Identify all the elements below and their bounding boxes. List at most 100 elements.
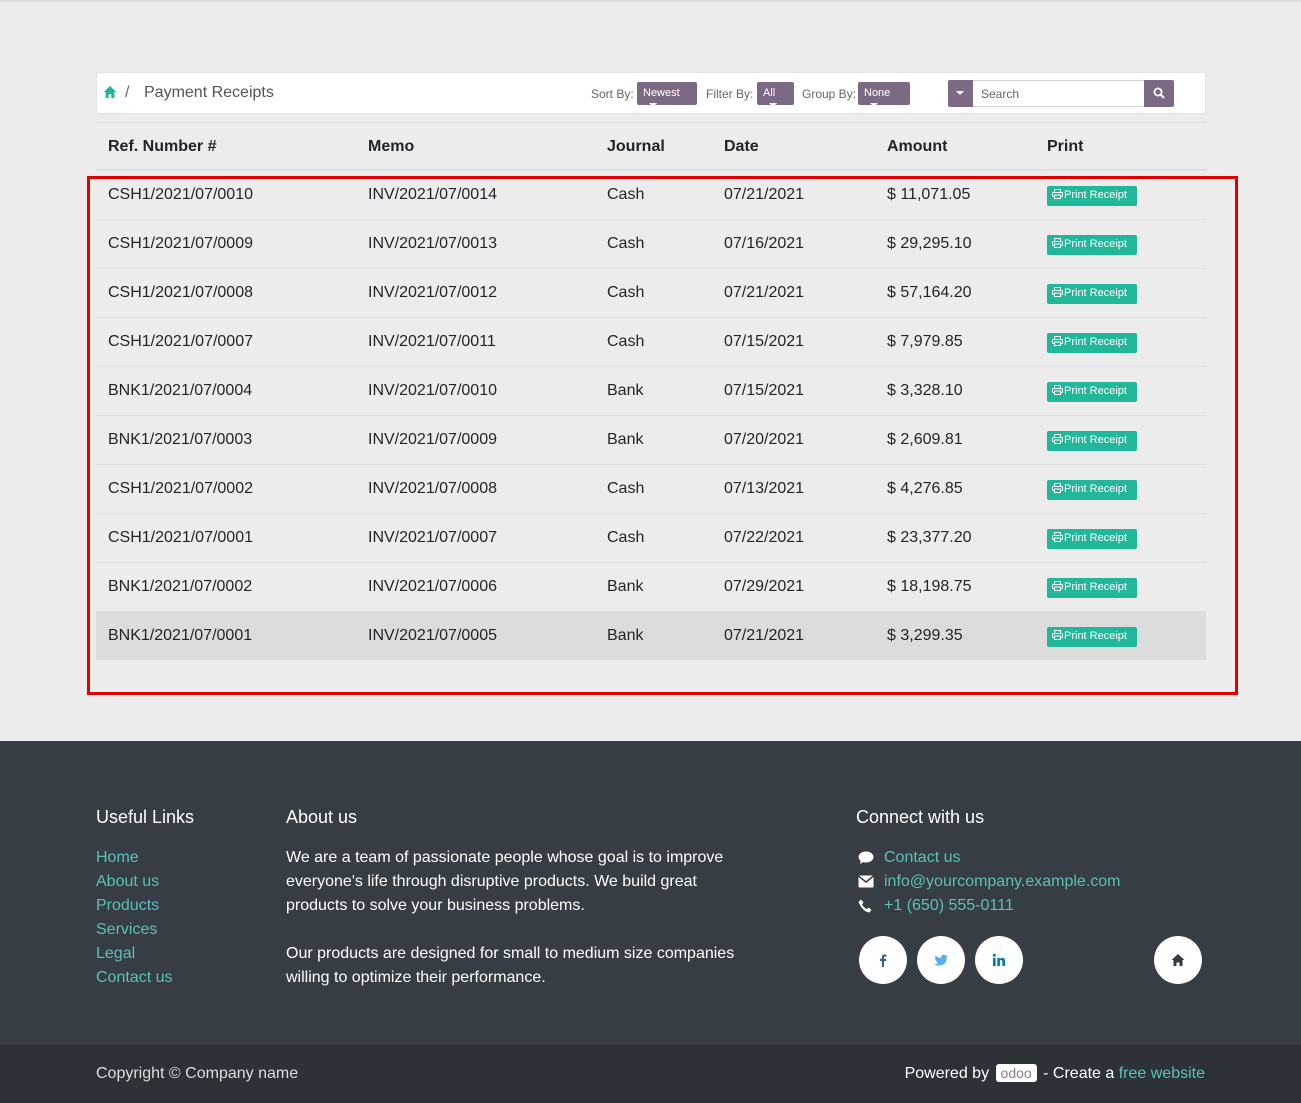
print-receipt-button[interactable]: Print Receipt (1047, 235, 1137, 255)
table-row[interactable]: CSH1/2021/07/0008 INV/2021/07/0012 Cash 07/… (96, 269, 1206, 318)
footer-link-services[interactable]: Services (96, 921, 158, 938)
print-receipt-label: Print Receipt (1064, 189, 1127, 201)
memo-cell: INV/2021/07/0012 (368, 284, 497, 301)
home-icon[interactable] (103, 85, 117, 99)
group-value: None (864, 87, 891, 99)
date-cell: 07/21/2021 (724, 284, 805, 301)
about-text: We are a team of passionate people whose… (286, 846, 736, 1014)
footer-link-legal[interactable]: Legal (96, 945, 136, 962)
table-row[interactable]: CSH1/2021/07/0009 INV/2021/07/0013 Cash 07/… (96, 220, 1206, 269)
copyright-bar: Copyright © Company name Powered by odoo… (0, 1045, 1301, 1103)
footer: Useful Links Home About us Products Serv… (0, 741, 1301, 1045)
table-row[interactable]: CSH1/2021/07/0007 INV/2021/07/0011 Cash 07/… (96, 318, 1206, 367)
twitter-button[interactable] (917, 936, 965, 984)
group-label: Group By: (802, 87, 857, 101)
filter-value: All (763, 87, 776, 99)
print-receipt-button[interactable]: Print Receipt (1047, 186, 1137, 206)
ref-number-cell[interactable]: BNK1/2021/07/0002 (108, 578, 253, 595)
amount-cell: $ 2,609.81 (887, 431, 963, 448)
print-receipt-label: Print Receipt (1064, 238, 1127, 250)
table-row[interactable]: CSH1/2021/07/0010 INV/2021/07/0014 Cash 07/… (96, 171, 1206, 220)
home-social-button[interactable] (1154, 936, 1202, 984)
table-row[interactable]: CSH1/2021/07/0002 INV/2021/07/0008 Cash 07/… (96, 465, 1206, 514)
powered-by-label: Powered by (904, 1065, 990, 1082)
memo-cell: INV/2021/07/0011 (368, 333, 496, 350)
twitter-icon (934, 954, 948, 966)
printer-icon (1052, 189, 1063, 199)
journal-cell: Cash (607, 529, 645, 546)
print-receipt-button[interactable]: Print Receipt (1047, 529, 1137, 549)
home-icon (1171, 954, 1185, 966)
print-receipt-button[interactable]: Print Receipt (1047, 578, 1137, 598)
ref-number-cell[interactable]: CSH1/2021/07/0010 (108, 186, 253, 203)
create-a-label: - Create a (1043, 1065, 1115, 1082)
useful-links-title: Useful Links (96, 807, 195, 827)
date-cell: 07/22/2021 (724, 529, 805, 546)
print-receipt-button[interactable]: Print Receipt (1047, 333, 1137, 353)
journal-cell: Bank (607, 431, 644, 448)
printer-icon (1052, 532, 1063, 542)
ref-number-cell[interactable]: BNK1/2021/07/0004 (108, 382, 253, 399)
phone-link[interactable]: +1 (650) 555-0111 (858, 894, 1121, 918)
table-row[interactable]: CSH1/2021/07/0001 INV/2021/07/0007 Cash 07/… (96, 514, 1206, 563)
memo-cell: INV/2021/07/0009 (368, 431, 497, 448)
table-row[interactable]: BNK1/2021/07/0004 INV/2021/07/0010 Bank 07/… (96, 367, 1206, 416)
chevron-down-icon (956, 91, 964, 95)
footer-link-products[interactable]: Products (96, 897, 160, 914)
print-receipt-button[interactable]: Print Receipt (1047, 382, 1137, 402)
date-cell: 07/13/2021 (724, 480, 805, 497)
footer-link-contact[interactable]: Contact us (96, 969, 173, 986)
amount-cell: $ 7,979.85 (887, 333, 963, 350)
printer-icon (1052, 483, 1063, 493)
facebook-button[interactable] (859, 936, 907, 984)
free-website-link[interactable]: free website (1118, 1065, 1205, 1082)
ref-number-cell[interactable]: CSH1/2021/07/0001 (108, 529, 253, 546)
table-row[interactable]: BNK1/2021/07/0002 INV/2021/07/0006 Bank 07/… (96, 563, 1206, 612)
print-receipt-label: Print Receipt (1064, 581, 1127, 593)
email-link[interactable]: info@yourcompany.example.com (858, 870, 1121, 894)
table-row[interactable]: BNK1/2021/07/0003 INV/2021/07/0009 Bank 07/… (96, 416, 1206, 465)
ref-number-cell[interactable]: CSH1/2021/07/0008 (108, 284, 253, 301)
search-icon (1153, 87, 1165, 99)
print-receipt-label: Print Receipt (1064, 287, 1127, 299)
search-input[interactable] (973, 80, 1144, 107)
group-dropdown[interactable]: None (858, 82, 910, 108)
print-receipt-button[interactable]: Print Receipt (1047, 627, 1137, 647)
ref-number-cell[interactable]: BNK1/2021/07/0003 (108, 431, 253, 448)
contact-us-link[interactable]: Contact us (858, 846, 1121, 870)
odoo-logo[interactable]: odoo (995, 1064, 1037, 1082)
ref-number-cell[interactable]: CSH1/2021/07/0002 (108, 480, 253, 497)
printer-icon (1052, 630, 1063, 640)
linkedin-button[interactable] (975, 936, 1023, 984)
amount-cell: $ 11,071.05 (887, 186, 971, 203)
top-shadow (0, 0, 1301, 3)
table-header: Ref. Number # Memo Journal Date Amount P… (96, 122, 1206, 171)
memo-cell: INV/2021/07/0010 (368, 382, 497, 399)
chevron-down-icon (649, 103, 657, 108)
chevron-down-icon (769, 103, 777, 108)
print-receipt-label: Print Receipt (1064, 434, 1127, 446)
ref-number-cell[interactable]: CSH1/2021/07/0009 (108, 235, 253, 252)
header-ref-number: Ref. Number # (108, 138, 217, 155)
print-receipt-label: Print Receipt (1064, 385, 1127, 397)
header-amount: Amount (887, 138, 948, 155)
ref-number-cell[interactable]: CSH1/2021/07/0007 (108, 333, 253, 350)
memo-cell: INV/2021/07/0007 (368, 529, 497, 546)
page-title: Payment Receipts (144, 84, 274, 101)
search-button[interactable] (1144, 80, 1174, 107)
header-date: Date (724, 138, 759, 155)
table-body: CSH1/2021/07/0010 INV/2021/07/0014 Cash 07/… (96, 171, 1206, 660)
ref-number-cell[interactable]: BNK1/2021/07/0001 (108, 627, 253, 644)
table-row[interactable]: BNK1/2021/07/0001 INV/2021/07/0005 Bank 07/… (96, 612, 1206, 660)
print-receipt-button[interactable]: Print Receipt (1047, 480, 1137, 500)
filter-label: Filter By: (706, 87, 754, 101)
printer-icon (1052, 336, 1063, 346)
print-receipt-button[interactable]: Print Receipt (1047, 431, 1137, 451)
search-options-button[interactable] (948, 80, 973, 107)
header-journal: Journal (607, 138, 665, 155)
print-receipt-button[interactable]: Print Receipt (1047, 284, 1137, 304)
sort-dropdown[interactable]: Newest (637, 82, 697, 108)
footer-link-about[interactable]: About us (96, 873, 160, 890)
filter-dropdown[interactable]: All (757, 82, 794, 108)
footer-link-home[interactable]: Home (96, 849, 139, 866)
